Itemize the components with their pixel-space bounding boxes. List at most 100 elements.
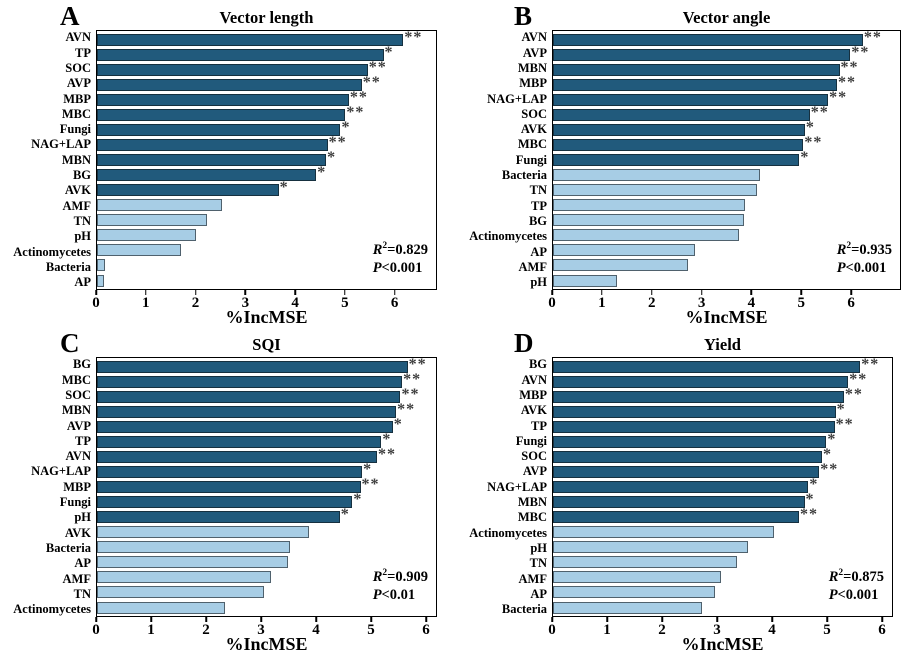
- x-tick-label: 3: [241, 295, 250, 311]
- y-axis-label-AVN: AVN: [521, 30, 547, 45]
- bar-row: [97, 198, 436, 213]
- bar-row: **: [97, 134, 436, 152]
- model-stats: R2=0.935 P<0.001: [837, 237, 892, 277]
- x-tick-mark: [750, 290, 753, 295]
- x-tick-label: 4: [312, 622, 320, 638]
- bar-pH: [97, 511, 340, 524]
- bar-row: *: [97, 461, 436, 479]
- r-squared-text: R2=0.909: [372, 568, 428, 585]
- significance-stars: *: [805, 491, 815, 509]
- significance-stars: **: [401, 385, 420, 403]
- x-tick-mark: [145, 290, 147, 295]
- bar-MBC: [553, 138, 804, 151]
- significance-stars: *: [836, 400, 846, 418]
- y-axis-label-Bacteria: Bacteria: [501, 168, 547, 183]
- bar-row: **: [553, 44, 900, 62]
- y-axis-label-Bacteria: Bacteria: [45, 259, 91, 274]
- significance-stars: *: [823, 445, 832, 463]
- bar-row: **: [97, 445, 436, 464]
- significance-stars: **: [377, 445, 396, 463]
- significance-stars: **: [404, 28, 423, 46]
- bar-Actinomycetes: [553, 526, 775, 539]
- significance-stars: *: [827, 430, 837, 448]
- bar-SOC: [97, 390, 401, 403]
- x-axis: 0 1 2 3 4 5 6: [548, 617, 893, 641]
- p-value-text: P<0.01: [372, 587, 416, 603]
- bar-Bacteria: [553, 601, 702, 614]
- panel-letter: D: [514, 328, 534, 358]
- significance-stars: **: [861, 355, 880, 373]
- bar-BG: [553, 214, 744, 227]
- x-tick-label: 2: [647, 295, 656, 311]
- bar-pH: [553, 541, 748, 554]
- bar-BG: [97, 360, 408, 373]
- significance-stars: **: [820, 460, 839, 478]
- y-axis-label-MBC: MBC: [61, 106, 91, 121]
- x-tick-mark: [661, 617, 663, 622]
- y-axis-label-SOC: SOC: [521, 449, 547, 464]
- x-tick-mark: [244, 290, 247, 295]
- bars-container: *****************: [553, 355, 892, 616]
- x-tick-label: 0: [92, 622, 100, 638]
- bar-AP: [97, 274, 105, 287]
- y-axis-label-TN: TN: [529, 183, 547, 198]
- x-tick-label: 3: [697, 295, 706, 311]
- y-axis-label-MBN: MBN: [517, 495, 547, 510]
- y-axis-label-TN: TN: [73, 586, 91, 601]
- bar-row: [97, 273, 436, 288]
- bar-row: *: [553, 150, 900, 168]
- panel-letter: C: [60, 328, 80, 358]
- x-tick-mark: [606, 617, 608, 622]
- bar-AVK: [553, 123, 805, 136]
- bar-row: *: [553, 400, 892, 419]
- bar-row: [97, 600, 436, 615]
- x-tick-label: 6: [878, 622, 886, 638]
- significance-stars: **: [829, 88, 848, 106]
- bar-AVP: [97, 420, 393, 433]
- significance-stars: **: [840, 58, 859, 76]
- y-axis-label-AP: AP: [74, 556, 91, 571]
- significance-stars: *: [384, 43, 394, 61]
- bar-row: *: [97, 416, 436, 434]
- bars-container: *****************: [97, 28, 436, 289]
- bar-row: **: [97, 89, 436, 107]
- significance-stars: **: [844, 385, 863, 403]
- panel-sqi: C SQI BG MBC SOC MBN AVP TP AVN NAG+LAP MBP Fungi…: [0, 327, 454, 654]
- x-tick-mark: [150, 617, 152, 622]
- bar-row: [553, 183, 900, 198]
- significance-stars: *: [340, 506, 350, 524]
- y-axis-label-Fungi: Fungi: [515, 152, 547, 167]
- bar-AVP: [553, 465, 820, 478]
- x-tick-label: 4: [291, 295, 299, 311]
- y-axis-label-AVP: AVP: [66, 76, 91, 91]
- bar-MBC: [97, 375, 403, 388]
- significance-stars: **: [863, 28, 882, 46]
- bar-TP: [97, 435, 382, 448]
- bar-TN: [553, 556, 737, 569]
- x-tick-mark: [881, 617, 883, 622]
- bar-TN: [97, 214, 207, 227]
- bar-row: **: [553, 103, 900, 122]
- significance-stars: *: [279, 179, 289, 197]
- y-axis-label-NAG+LAP: NAG+LAP: [487, 479, 547, 494]
- significance-stars: **: [838, 73, 857, 91]
- panel-title: Vector angle: [682, 8, 771, 27]
- y-axis-labels: AVN AVP MBN MBP NAG+LAP SOC AVK MBC Fungi Bacteri…: [454, 30, 547, 290]
- significance-stars: **: [810, 103, 829, 121]
- bar-AMF: [553, 259, 688, 272]
- y-axis-label-Fungi: Fungi: [515, 433, 547, 448]
- x-tick-mark: [194, 290, 197, 295]
- bar-SOC: [553, 450, 822, 463]
- x-tick-label: 5: [341, 295, 349, 311]
- x-tick-label: 1: [142, 295, 150, 311]
- bar-Bacteria: [97, 541, 290, 554]
- y-axis-label-pH: pH: [530, 275, 547, 290]
- bar-AVP: [97, 78, 362, 91]
- bar-row: **: [553, 134, 900, 152]
- bar-row: [553, 168, 900, 183]
- x-tick-label: 2: [191, 295, 200, 311]
- y-axis-label-SOC: SOC: [65, 60, 91, 75]
- p-value-text: P<0.001: [836, 260, 887, 276]
- bar-row: [97, 555, 436, 570]
- x-tick-mark: [771, 617, 773, 622]
